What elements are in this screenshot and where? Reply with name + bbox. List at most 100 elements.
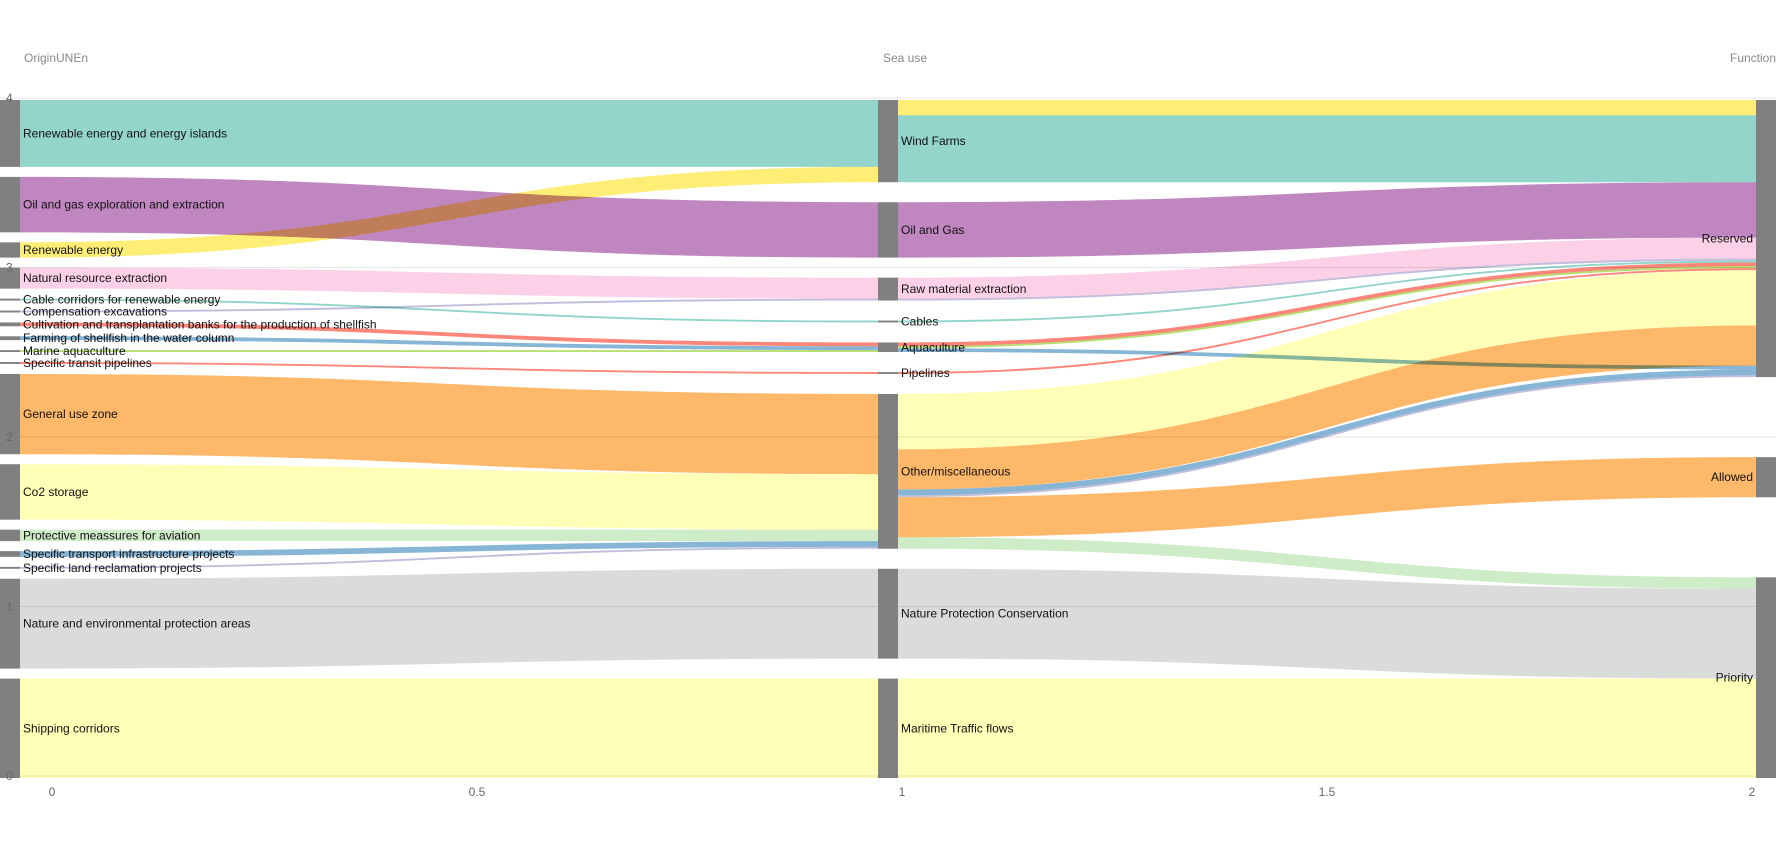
link-natres-raw-3[interactable] [20,267,878,299]
node-label-npc: Nature Protection Conservation [901,607,1068,621]
link-aquaculture-reserved-28[interactable] [898,348,1756,370]
node-label-shipping: Shipping corridors [23,721,120,735]
node-label-cult_banks: Cultivation and transplantation banks fo… [23,317,377,331]
link-nature_areas-npc-15[interactable] [20,568,878,669]
link-maritime-priority-34[interactable] [898,678,1756,778]
link-raw-reserved-20[interactable] [898,237,1756,299]
link-npc-priority-33[interactable] [898,568,1756,679]
y-tick-label-1: 3 [6,261,13,275]
column-title-0: OriginUNEn [24,51,88,65]
link-shipping-maritime-16[interactable] [20,678,878,778]
node-natres[interactable] [0,267,20,289]
node-nature_areas[interactable] [0,578,20,669]
node-maritime[interactable] [878,678,898,778]
link-marine_aqua-aquaculture-8[interactable] [20,350,878,353]
node-label-transit_pipe: Specific transit pipelines [23,356,152,370]
column-title-2: Function [1730,51,1776,65]
node-label-farm_shell: Farming of shellfish in the water column [23,331,234,345]
node-label-general_use: General use zone [23,407,118,421]
node-farm_shell[interactable] [0,336,20,341]
node-cable_corr[interactable] [0,298,20,301]
node-aquaculture[interactable] [878,342,898,353]
link-pipelines-reserved-25[interactable] [898,268,1756,374]
node-allowed[interactable] [1756,457,1776,498]
link-general_use-other-10[interactable] [20,373,878,475]
x-tick-label-3: 1.5 [1319,785,1336,799]
node-label-oilgas: Oil and Gas [901,223,964,237]
link-other-priority-32[interactable] [898,537,1756,589]
node-oilgas_expl[interactable] [0,176,20,233]
node-label-renew_islands: Renewable energy and energy islands [23,126,227,140]
link-other-reserved-30[interactable] [898,375,1756,498]
node-label-transport_infra: Specific transport infrastructure projec… [23,547,234,561]
y-axis: 4 3 2 1 0 [6,91,13,783]
node-raw[interactable] [878,277,898,301]
node-npc[interactable] [878,568,898,659]
node-label-cable_corr: Cable corridors for renewable energy [23,293,220,307]
x-axis: 0 0.5 1 1.5 2 [49,785,1756,799]
column-titles: OriginUNEn Sea use Function [24,51,1776,65]
nodes [0,100,1776,778]
link-cable_corr-cables-4[interactable] [20,298,878,323]
node-shipping[interactable] [0,678,20,778]
link-aquaculture-reserved-23[interactable] [898,262,1756,347]
node-other[interactable] [878,393,898,549]
node-label-wind: Wind Farms [901,134,966,148]
node-cables[interactable] [878,320,898,323]
link-cables-reserved-22[interactable] [898,260,1756,323]
node-priority[interactable] [1756,577,1776,778]
node-reserved[interactable] [1756,100,1776,378]
node-label-pipelines: Pipelines [901,366,950,380]
link-transport_infra-other-13[interactable] [20,541,878,557]
link-oilgas_expl-oilgas-2[interactable] [20,176,878,258]
link-aquaculture-reserved-24[interactable] [898,266,1756,349]
node-wind[interactable] [878,100,898,183]
node-oilgas[interactable] [878,202,898,258]
x-tick-label-2: 1 [899,785,906,799]
node-label-maritime: Maritime Traffic flows [901,721,1013,735]
node-labels: Renewable energy and energy islands Oil a… [23,126,1753,735]
node-label-aquaculture: Aquaculture [901,340,965,354]
link-transit_pipe-pipelines-9[interactable] [20,362,878,374]
node-comp_exc[interactable] [0,310,20,313]
node-transit_pipe[interactable] [0,362,20,364]
node-transport_infra[interactable] [0,551,20,557]
link-other-allowed-31[interactable] [898,457,1756,538]
node-label-comp_exc: Compensation excavations [23,305,167,319]
y-tick-label-3: 1 [6,600,13,614]
node-pipelines[interactable] [878,372,898,374]
node-label-marine_aqua: Marine aquaculture [23,344,126,358]
link-comp_exc-raw-5[interactable] [20,298,878,313]
y-tick-label-2: 2 [6,430,13,444]
link-wind-reserved-18[interactable] [898,115,1756,183]
node-co2[interactable] [0,464,20,520]
links [20,100,1756,778]
node-land_recl[interactable] [0,566,20,569]
link-co2-other-11[interactable] [20,464,878,530]
y-tick-label-4: 0 [6,769,13,783]
node-marine_aqua[interactable] [0,350,20,353]
link-farm_shell-aquaculture-7[interactable] [20,336,878,351]
node-label-raw: Raw material extraction [901,282,1026,296]
node-label-aviation: Protective meassures for aviation [23,528,200,542]
link-raw-reserved-21[interactable] [898,258,1756,301]
link-aviation-other-12[interactable] [20,529,878,542]
link-wind-reserved-17[interactable] [898,100,1756,116]
link-other-reserved-29[interactable] [898,369,1756,496]
link-renew_islands-wind-0[interactable] [20,100,878,167]
node-label-land_recl: Specific land reclamation projects [23,561,202,575]
x-tick-label-1: 0.5 [469,785,486,799]
node-label-natres: Natural resource extraction [23,271,167,285]
node-aviation[interactable] [0,529,20,542]
link-oilgas-reserved-19[interactable] [898,182,1756,258]
x-tick-label-0: 0 [49,785,56,799]
link-cult_banks-aquaculture-6[interactable] [20,322,878,347]
y-tick-label-0: 4 [6,91,13,105]
node-cult_banks[interactable] [0,322,20,327]
node-renew[interactable] [0,242,20,258]
node-label-reserved: Reserved [1702,232,1753,246]
node-label-co2: Co2 storage [23,485,89,499]
node-general_use[interactable] [0,373,20,455]
node-renew_islands[interactable] [0,100,20,167]
link-land_recl-other-14[interactable] [20,546,878,569]
